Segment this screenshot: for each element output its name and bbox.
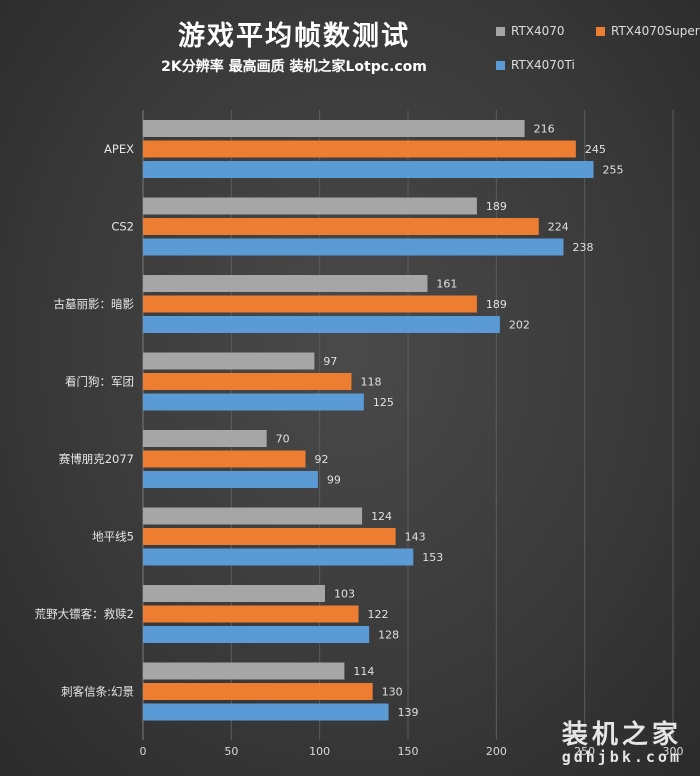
category-label-4: 赛博朋克2077 [59, 452, 134, 466]
x-tick-label-1: 50 [224, 745, 238, 758]
bar-0-2 [143, 161, 594, 178]
bar-6-0 [143, 585, 325, 602]
x-tick-label-6: 300 [663, 745, 684, 758]
data-label-4-2: 99 [327, 474, 341, 487]
category-label-1: CS2 [111, 220, 134, 234]
x-tick-label-4: 200 [486, 745, 507, 758]
legend-label-2: RTX4070Ti [511, 58, 575, 72]
category-label-0: APEX [104, 142, 134, 156]
chart-subtitle: 2K分辨率 最高画质 装机之家Lotpc.com [161, 59, 427, 75]
bar-1-1 [143, 218, 539, 235]
x-tick-label-3: 150 [398, 745, 419, 758]
x-tick-label-5: 250 [574, 745, 595, 758]
data-label-4-0: 70 [276, 433, 290, 446]
legend-item-2: RTX4070Ti [496, 58, 575, 72]
x-tick-label-2: 100 [309, 745, 330, 758]
bar-6-2 [143, 626, 370, 643]
data-label-1-2: 238 [572, 241, 593, 254]
watermark: 装机之家 gdhjbk.com [562, 722, 682, 765]
data-label-6-0: 103 [334, 588, 355, 601]
data-label-1-1: 224 [548, 221, 569, 234]
data-label-7-1: 130 [382, 686, 403, 699]
data-label-7-2: 139 [398, 706, 419, 719]
bar-4-2 [143, 471, 318, 488]
bar-1-2 [143, 238, 564, 256]
category-label-3: 看门狗：军团 [65, 375, 134, 389]
legend-swatch-0 [496, 26, 505, 36]
bar-5-1 [143, 528, 396, 545]
chart-title: 游戏平均帧数测试 [178, 21, 410, 52]
data-label-2-0: 161 [436, 278, 457, 291]
bar-3-0 [143, 352, 315, 370]
category-label-5: 地平线5 [92, 530, 134, 544]
legend: RTX4070 RTX4070Super RTX4070Ti [0, 0, 700, 90]
bar-2-1 [143, 295, 477, 313]
data-label-5-1: 143 [405, 531, 426, 544]
bar-2-0 [143, 275, 428, 292]
data-label-2-1: 189 [486, 298, 507, 311]
bar-4-1 [143, 450, 306, 468]
category-label-6: 荒野大镖客：救赎2 [35, 607, 134, 621]
legend-swatch-1 [596, 26, 605, 36]
bar-0-1 [143, 140, 576, 158]
data-label-4-1: 92 [315, 453, 329, 466]
bar-1-0 [143, 197, 477, 215]
data-label-6-2: 128 [378, 629, 399, 642]
bar-4-0 [143, 430, 267, 447]
legend-label-0: RTX4070 [511, 24, 565, 38]
data-label-3-0: 97 [323, 355, 337, 368]
data-label-7-0: 114 [353, 665, 374, 678]
data-label-5-2: 153 [422, 551, 443, 564]
bar-7-2 [143, 703, 389, 721]
data-label-2-2: 202 [509, 319, 530, 332]
data-label-1-0: 189 [486, 200, 507, 213]
data-label-0-0: 216 [534, 123, 555, 136]
data-label-0-2: 255 [603, 164, 624, 177]
watermark-sub: gdhjbk.com [561, 748, 682, 766]
data-label-3-2: 125 [373, 396, 394, 409]
data-label-0-1: 245 [585, 143, 606, 156]
bar-6-1 [143, 605, 359, 623]
x-tick-label-0: 0 [140, 745, 147, 758]
category-label-2: 古墓丽影：暗影 [54, 297, 135, 311]
data-label-5-0: 124 [371, 510, 392, 523]
bar-3-2 [143, 393, 364, 411]
legend-swatch-2 [496, 60, 505, 70]
data-label-3-1: 118 [360, 376, 381, 389]
watermark-main: 装机之家 [561, 720, 682, 750]
bar-5-0 [143, 507, 363, 525]
category-label-7: 刺客信条:幻景 [61, 685, 134, 699]
bar-0-0 [143, 120, 525, 137]
legend-item-1: RTX4070Super [596, 24, 700, 38]
legend-item-0: RTX4070 [496, 24, 565, 38]
bar-5-2 [143, 548, 414, 566]
bar-2-2 [143, 316, 500, 333]
bar-7-1 [143, 683, 373, 700]
bar-7-0 [143, 662, 345, 680]
legend-label-1: RTX4070Super [611, 24, 700, 38]
data-label-6-1: 122 [368, 608, 389, 621]
bar-3-1 [143, 373, 352, 390]
